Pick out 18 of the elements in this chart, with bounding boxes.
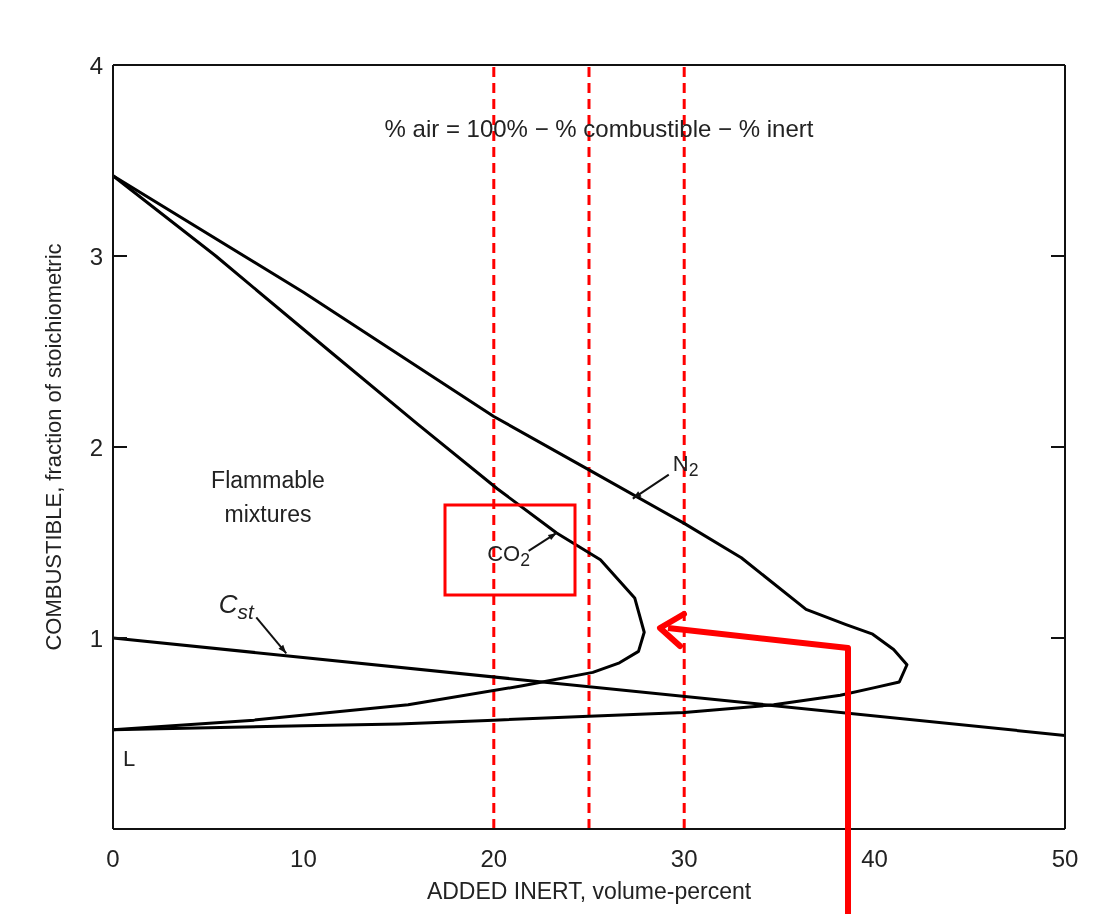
annotation: N$_{2}$	[672, 450, 699, 480]
annotation: L	[123, 745, 136, 771]
x-axis-title: ADDED INERT, volume-percent	[426, 878, 752, 904]
y-tick-label: 3	[89, 242, 103, 270]
x-tick-label: 40	[861, 845, 888, 872]
annotation: % air = 100% − % combustible − % inert	[384, 115, 814, 142]
x-tick-label: 20	[480, 845, 508, 872]
annotation: CO$_{2}$	[487, 540, 531, 571]
y-axis-title: COMBUSTIBLE, fraction of stoichiometric	[40, 243, 66, 651]
x-tick-label: 50	[1051, 845, 1079, 872]
y-tick-label: 2	[89, 433, 103, 461]
annotation: C$_{st}$	[218, 589, 255, 624]
x-tick-label: 30	[670, 845, 698, 872]
x-tick-label: 0	[106, 845, 120, 872]
y-tick-label: 4	[89, 51, 103, 79]
y-tick-label: 1	[89, 624, 103, 652]
x-tick-label: 10	[290, 845, 317, 872]
annotation: Flammable mixtures	[211, 467, 325, 527]
